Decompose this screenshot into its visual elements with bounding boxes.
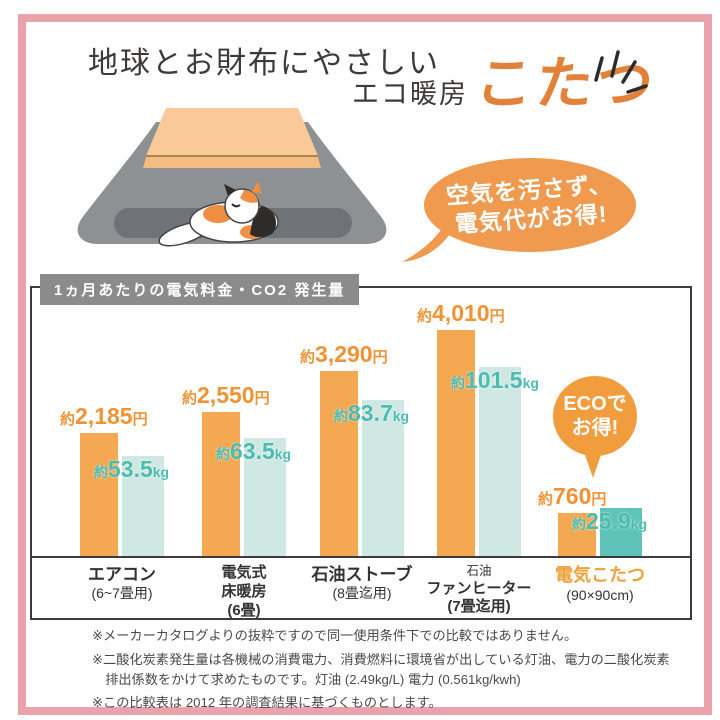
co2-unit: kg — [392, 408, 410, 424]
footnote-3: ※この比較表は 2012 年の調査結果に基づくものとします。 — [92, 695, 442, 711]
approx-prefix: 約 — [216, 446, 230, 462]
co2-value-label: 約53.5kg — [94, 458, 169, 481]
comparison-chart: 1ヵ月あたりの電気料金・CO2 発生量 約2,185円 約53.5kg エアコン… — [30, 274, 692, 620]
speech-bubble: 空気を汚さず、 電気代がお得! — [424, 158, 636, 252]
eco-badge-tail — [584, 452, 602, 478]
eco-badge: ECOで お得! — [553, 376, 637, 456]
bar-group-aircon: 約2,185円 約53.5kg エアコン (6~7畳用) — [60, 316, 169, 602]
bar-group-oil-stove: 約3,290円 約83.7kg 石油ストーブ (8畳迄用) — [300, 316, 412, 602]
approx-prefix: 約 — [182, 390, 198, 407]
sparkle-icon — [594, 50, 648, 94]
cat-icon — [158, 181, 279, 247]
approx-prefix: 約 — [60, 411, 76, 428]
co2-value-label: 約83.7kg — [334, 402, 409, 425]
price-bar — [558, 513, 596, 556]
category-label: 石油 ファンヒーター (7畳迄用) — [426, 564, 532, 616]
price-value-label: 約2,550円 — [182, 384, 270, 407]
price-value-label: 約2,185円 — [60, 405, 148, 428]
price-number: 2,185 — [75, 403, 133, 429]
footnote-2: ※二酸化炭素発生量は各機械の消費電力、消費燃料に環境省が出している灯油、電力の二… — [92, 651, 670, 687]
category-label: エアコン (6~7畳用) — [88, 565, 156, 602]
speech-bubble-tail — [402, 222, 450, 262]
subtitle: エコ暖房 こたつ — [352, 53, 659, 116]
price-unit: 円 — [132, 411, 148, 428]
co2-bar — [600, 508, 642, 556]
approx-prefix: 約 — [94, 464, 108, 480]
price-number: 2,550 — [197, 382, 255, 408]
price-number: 760 — [553, 483, 592, 509]
category-label: 電気式 床暖房 (6畳) — [221, 564, 267, 619]
kotatsu-cat-illustration — [77, 108, 387, 247]
bar-group-kotatsu: 約760円 約25.9kg 電気こたつ (90×90cm) — [538, 316, 647, 603]
page-title: 地球とお財布にやさしい — [88, 47, 440, 80]
approx-prefix: 約 — [334, 408, 348, 424]
price-bar — [202, 412, 240, 556]
speech-bubble-text: 空気を汚さず、 電気代がお得! — [445, 170, 615, 240]
bar-group-fan-heater: 約4,010円 約101.5kg 石油 ファンヒーター (7畳迄用) — [417, 302, 539, 616]
approx-prefix: 約 — [417, 308, 433, 325]
approx-prefix: 約 — [572, 516, 586, 532]
price-bar — [437, 330, 475, 556]
co2-unit: kg — [630, 516, 648, 532]
price-unit: 円 — [591, 491, 607, 508]
approx-prefix: 約 — [451, 375, 465, 391]
co2-unit: kg — [152, 464, 170, 480]
co2-bar — [479, 367, 521, 556]
price-value-label: 約3,290円 — [300, 343, 388, 366]
approx-prefix: 約 — [538, 491, 554, 508]
co2-bar — [244, 438, 286, 556]
price-unit: 円 — [489, 308, 505, 325]
co2-number: 101.5 — [465, 367, 523, 393]
price-number: 4,010 — [432, 300, 490, 326]
co2-bar — [362, 400, 404, 556]
co2-number: 25.9 — [586, 508, 631, 534]
chart-title-badge: 1ヵ月あたりの電気料金・CO2 発生量 — [40, 274, 360, 305]
eco-badge-line-1: ECOで — [563, 393, 627, 415]
co2-value-label: 約63.5kg — [216, 440, 291, 463]
co2-bar — [122, 456, 164, 556]
co2-value-label: 約101.5kg — [451, 369, 539, 392]
footnotes: ※メーカーカタログよりの抜粋ですので同一使用条件下での比較ではありません。 ※二… — [92, 626, 670, 717]
chart-baseline — [32, 556, 690, 558]
price-value-label: 約760円 — [538, 485, 606, 508]
price-value-label: 約4,010円 — [417, 302, 505, 325]
co2-value-label: 約25.9kg — [572, 510, 647, 533]
co2-number: 53.5 — [108, 456, 153, 482]
bar-group-floor-heating: 約2,550円 約63.5kg 電気式 床暖房 (6畳) — [182, 316, 291, 619]
price-bar — [80, 433, 118, 556]
price-unit: 円 — [372, 349, 388, 366]
co2-number: 83.7 — [348, 400, 393, 426]
subtitle-prefix: エコ暖房 — [352, 79, 468, 109]
category-label: 石油ストーブ (8畳迄用) — [311, 565, 413, 602]
price-bar — [320, 371, 358, 556]
footnote-1: ※メーカーカタログよりの抜粋ですので同一使用条件下での比較ではありません。 — [92, 628, 578, 643]
price-number: 3,290 — [315, 341, 373, 367]
approx-prefix: 約 — [300, 349, 316, 366]
co2-number: 63.5 — [230, 438, 275, 464]
co2-unit: kg — [522, 375, 539, 391]
eco-badge-line-2: お得! — [571, 417, 619, 439]
category-label: 電気こたつ (90×90cm) — [555, 565, 645, 603]
price-unit: 円 — [254, 390, 270, 407]
co2-unit: kg — [274, 446, 292, 462]
